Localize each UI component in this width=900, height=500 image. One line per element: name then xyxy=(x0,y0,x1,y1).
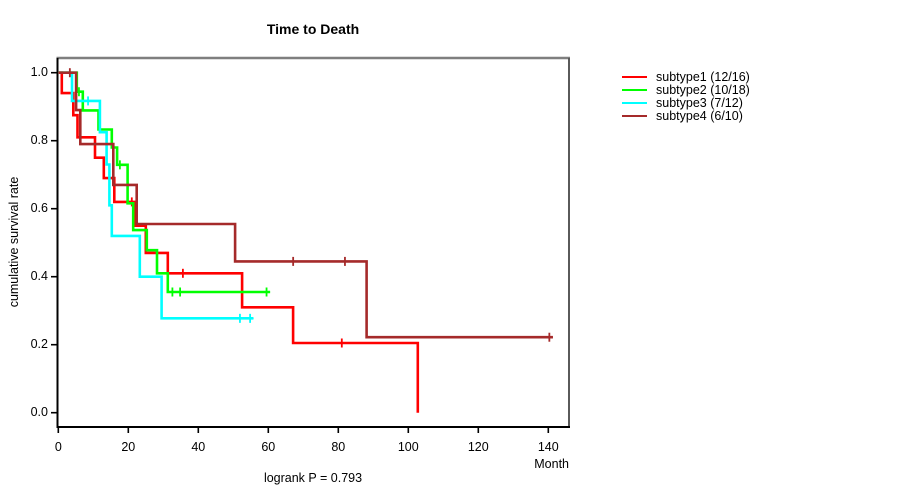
survival-curve-subtype3 xyxy=(58,71,254,323)
legend-label: subtype2 (10/18) xyxy=(656,83,750,98)
y-tick-label: 0.6 xyxy=(30,201,48,216)
legend-line-swatch xyxy=(622,114,647,117)
survival-curve-subtype1 xyxy=(58,71,420,413)
y-tick-label: 0.4 xyxy=(30,269,48,284)
y-tick-label: 0.0 xyxy=(30,405,48,420)
legend: subtype1 (12/16) subtype2 (10/18) subtype3… xyxy=(622,70,750,123)
survival-curve-subtype2 xyxy=(58,71,271,297)
legend-label: subtype3 (7/12) xyxy=(656,96,743,110)
x-tick-label: 60 xyxy=(261,440,276,454)
km-step-line-subtype2 xyxy=(58,71,271,294)
x-tick-label: 100 xyxy=(397,440,419,454)
survival-curve-subtype4 xyxy=(58,68,553,342)
x-tick-label: 120 xyxy=(467,440,489,454)
legend-label: subtype1 (12/16) xyxy=(656,70,750,85)
y-axis-title: cumulative survival rate xyxy=(7,176,21,308)
x-tick-label: 40 xyxy=(191,440,206,454)
chart-title: Time to Death xyxy=(266,21,360,37)
x-axis-title: Month xyxy=(534,457,569,471)
x-tick-label: 80 xyxy=(331,440,346,454)
y-tick-label: 0.2 xyxy=(30,337,48,352)
legend-item-subtype1: subtype1 (12/16) xyxy=(622,70,750,85)
logrank-p-annotation: logrank P = 0.793 xyxy=(263,471,363,485)
x-tick-label: 0 xyxy=(54,440,62,454)
legend-label: subtype4 (6/10) xyxy=(656,108,743,123)
legend-item-subtype4: subtype4 (6/10) xyxy=(622,108,750,123)
legend-item-subtype2: subtype2 (10/18) xyxy=(622,83,750,98)
legend-item-subtype3: subtype3 (7/12) xyxy=(622,96,750,110)
km-step-line-subtype1 xyxy=(58,71,420,413)
x-tick-label: 20 xyxy=(121,440,136,454)
y-tick-label: 1.0 xyxy=(30,65,48,80)
x-tick-label: 140 xyxy=(537,440,559,454)
legend-line-swatch xyxy=(622,76,647,79)
legend-line-swatch xyxy=(622,101,647,104)
legend-line-swatch xyxy=(622,89,647,92)
y-tick-label: 0.8 xyxy=(30,133,48,148)
